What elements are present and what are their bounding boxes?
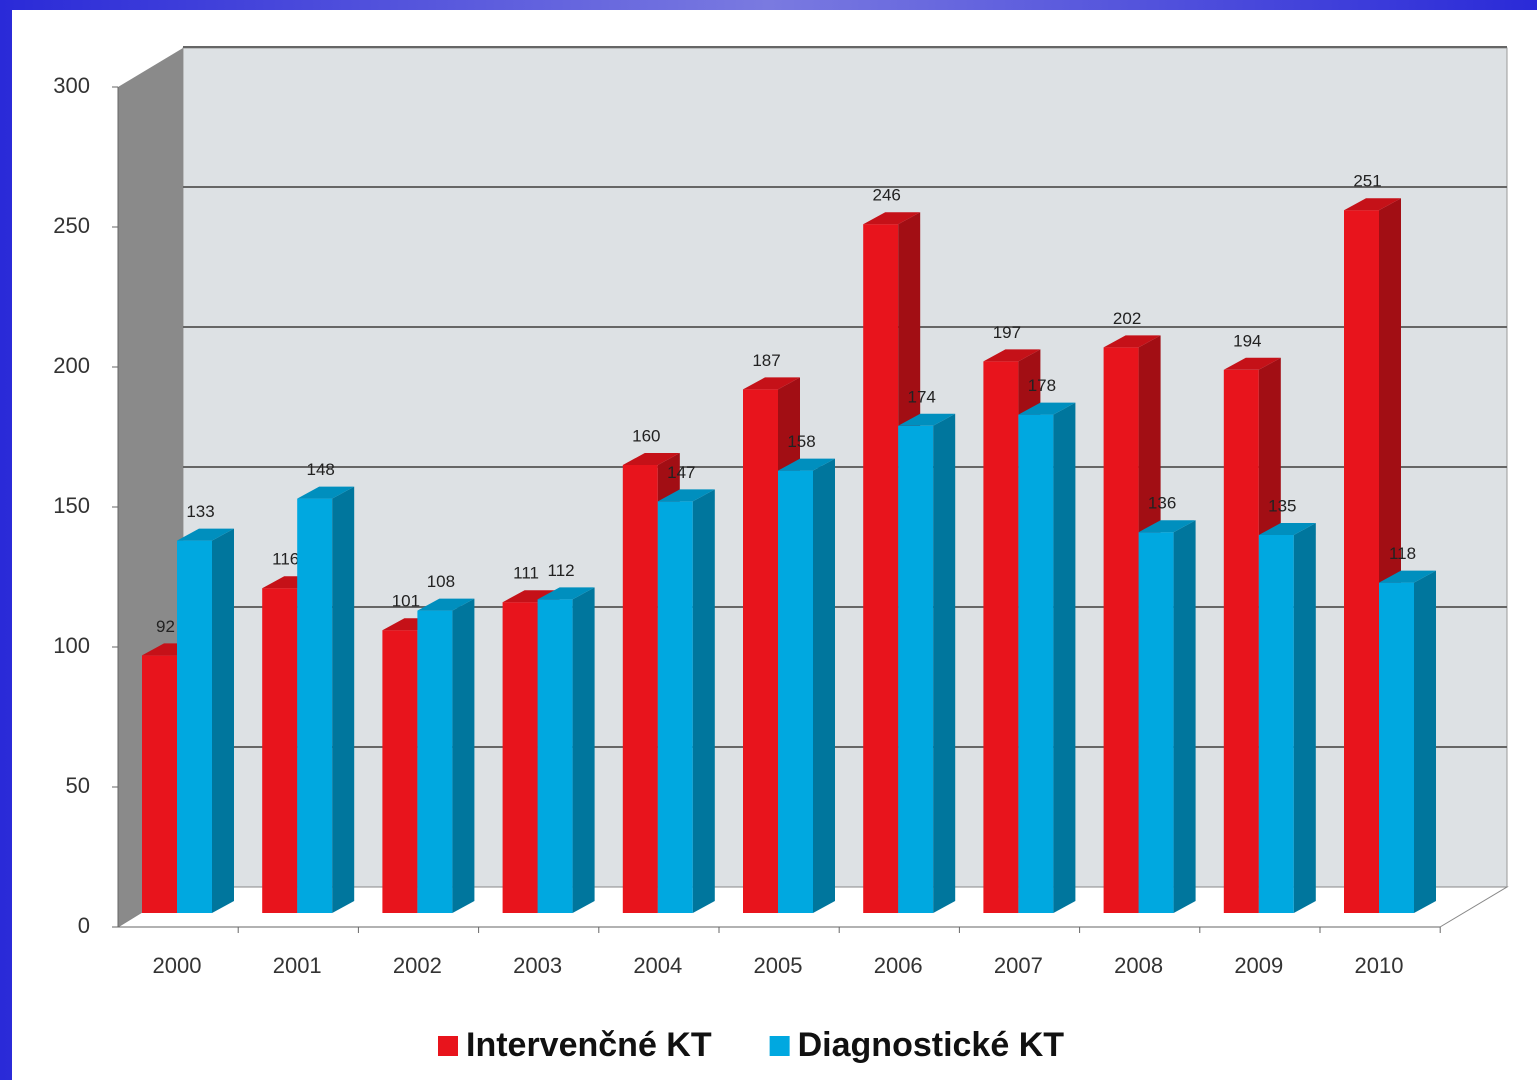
value-label: 251 (1353, 172, 1381, 191)
bar-top (537, 587, 595, 600)
bar (863, 224, 899, 913)
legend-label: Diagnostické KT (798, 1026, 1065, 1064)
y-tick-label: 50 (66, 773, 90, 798)
bar-side (1053, 402, 1076, 913)
value-label: 187 (752, 351, 780, 370)
bar-top (297, 486, 355, 499)
bar (537, 599, 573, 913)
bar (1379, 582, 1414, 913)
legend-swatch (769, 1036, 790, 1056)
bar-top (1344, 198, 1401, 211)
bar (1018, 414, 1054, 913)
value-label: 158 (787, 432, 815, 451)
value-label: 118 (1389, 544, 1416, 563)
bar (502, 602, 538, 913)
bar-side (692, 489, 715, 913)
bar (262, 588, 298, 913)
value-label: 246 (873, 186, 901, 205)
bar (1223, 369, 1259, 913)
x-tick-label: 2009 (1234, 953, 1283, 978)
bar-top (177, 528, 234, 541)
bar-side (1293, 523, 1316, 913)
bar (417, 610, 453, 913)
bar (297, 498, 333, 913)
value-label: 160 (632, 426, 660, 445)
x-tick-label: 2003 (513, 953, 562, 978)
value-label: 111 (513, 564, 539, 583)
x-tick-label: 2007 (994, 953, 1043, 978)
legend-label: Intervenčné KT (466, 1026, 712, 1064)
value-label: 112 (548, 561, 575, 580)
bar (622, 465, 658, 913)
bar-top (502, 590, 560, 603)
y-tick-label: 300 (53, 73, 90, 98)
bar-side (572, 587, 595, 913)
bar (1103, 347, 1139, 913)
bar (382, 630, 418, 913)
bar-side (1173, 520, 1196, 913)
value-label: 101 (392, 592, 420, 611)
bar-top (622, 453, 680, 465)
bar-top (1223, 357, 1281, 370)
y-tick-label: 200 (53, 353, 90, 378)
bar (898, 425, 934, 913)
bar (743, 389, 778, 913)
bar (142, 655, 177, 913)
x-tick-label: 2008 (1114, 953, 1163, 978)
value-label: 108 (427, 572, 455, 591)
bar (778, 470, 813, 913)
y-tick-label: 250 (53, 213, 90, 238)
x-tick-label: 2010 (1355, 953, 1404, 978)
x-tick-label: 2001 (273, 953, 322, 978)
y-tick-label: 0 (78, 913, 90, 938)
value-label: 147 (667, 463, 695, 482)
bar-top (1379, 570, 1436, 583)
value-label: 136 (1148, 494, 1176, 513)
x-tick-label: 2004 (633, 953, 682, 978)
bar-top (983, 349, 1041, 362)
legend-swatch (438, 1036, 458, 1056)
value-label: 197 (993, 323, 1021, 342)
bar-side (212, 528, 234, 913)
x-tick-label: 2005 (754, 953, 803, 978)
bar (1138, 532, 1174, 913)
x-tick-label: 2000 (153, 953, 202, 978)
bar-top (1258, 523, 1316, 535)
value-label: 202 (1113, 309, 1141, 328)
bar-side (332, 486, 355, 913)
value-label: 116 (272, 550, 299, 569)
bar-top (1138, 520, 1196, 533)
y-tick-label: 100 (53, 633, 90, 658)
bar (177, 540, 212, 913)
bar-side (452, 598, 475, 913)
bar-top (1103, 335, 1161, 348)
value-label: 174 (908, 387, 936, 406)
bar (1258, 535, 1294, 913)
value-label: 92 (156, 617, 175, 636)
bar-top (657, 489, 715, 502)
y-tick-label: 150 (53, 493, 90, 518)
bar (983, 361, 1019, 913)
bar-top (778, 458, 835, 471)
bar-top (1018, 402, 1076, 415)
bar-side (813, 458, 835, 913)
value-label: 194 (1233, 331, 1261, 350)
value-label: 135 (1268, 496, 1296, 515)
x-tick-label: 2002 (393, 953, 442, 978)
x-tick-label: 2006 (874, 953, 923, 978)
bar-top (898, 413, 956, 426)
bar (657, 501, 693, 913)
bar-top (863, 212, 921, 225)
bar (1344, 210, 1379, 913)
bar-side (1414, 570, 1436, 913)
value-label: 178 (1028, 376, 1056, 395)
bar-side (933, 413, 956, 913)
value-label: 148 (307, 460, 335, 479)
bar-top (743, 377, 800, 390)
bar-top (417, 598, 475, 611)
value-label: 133 (186, 502, 214, 521)
